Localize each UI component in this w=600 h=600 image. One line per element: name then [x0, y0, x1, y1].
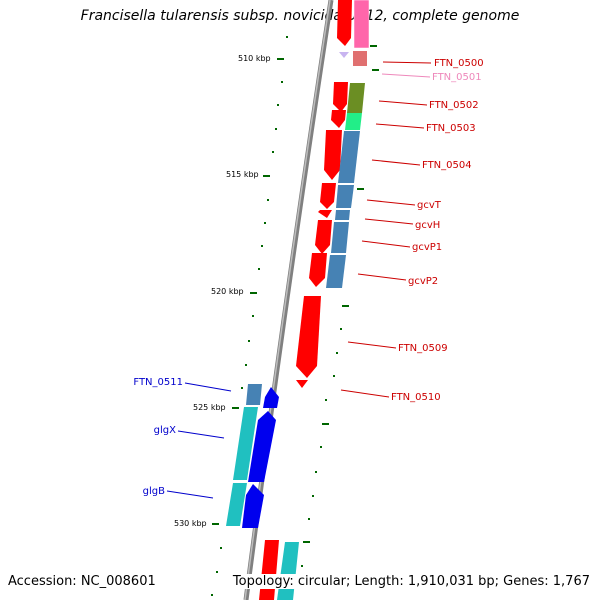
- scale-dashes: [211, 36, 379, 596]
- reverse-cog-boxes: [226, 384, 262, 526]
- gene-ftn0504: [324, 130, 342, 180]
- gene-gcvt: [320, 183, 336, 209]
- label-ftn0500: FTN_0500: [434, 58, 484, 69]
- tick-label-520: 520 kbp: [211, 287, 244, 296]
- cog-box-bottom: [277, 542, 299, 600]
- gene-gcvp1: [315, 220, 332, 254]
- forward-leaders: [340, 61, 432, 398]
- label-ftn0502: FTN_0502: [429, 100, 479, 111]
- gene-ftn0511: [263, 387, 279, 408]
- scale-labels: 510 kbp 515 kbp 520 kbp 525 kbp 530 kbp: [174, 54, 271, 528]
- forward-gene-labels: FTN_0500 FTN_0501 FTN_0502 FTN_0503 FTN_…: [391, 58, 484, 403]
- tick-label-515: 515 kbp: [226, 170, 259, 179]
- accession-text: Accession: NC_008601: [8, 574, 156, 589]
- cog-box-ftn0500: [353, 0, 370, 49]
- label-ftn0504: FTN_0504: [422, 160, 472, 171]
- label-glgx: glgX: [154, 425, 176, 436]
- gene-ftn0509: [296, 296, 321, 378]
- gene-ftn0510: [296, 380, 308, 388]
- cog-box-ftn0502: [347, 83, 365, 113]
- label-ftn0501: FTN_0501: [432, 72, 482, 83]
- topology-text: Topology: circular; Length: 1,910,031 bp…: [232, 574, 590, 589]
- gene-gcvp2: [309, 253, 327, 287]
- label-gcvp1: gcvP1: [412, 242, 442, 253]
- tick-label-510: 510 kbp: [238, 54, 271, 63]
- gene-gcvh: [318, 210, 332, 218]
- cog-box-ftn0503: [345, 113, 362, 130]
- gene-ftn0502: [333, 82, 348, 112]
- label-ftn0503: FTN_0503: [426, 123, 476, 134]
- gene-glgx: [248, 411, 276, 482]
- label-gcvt: gcvT: [417, 200, 442, 211]
- gene-glgb: [242, 484, 264, 528]
- gene-ftn0503: [331, 110, 346, 128]
- cog-box-ftn0504: [338, 131, 360, 183]
- gene-red-bottom: [259, 540, 279, 600]
- cog-box-gcvp2: [326, 255, 346, 288]
- cog-box-gcvp1: [331, 222, 349, 253]
- label-gcvh: gcvH: [415, 220, 440, 231]
- gene-ftn0501: [339, 52, 349, 58]
- forward-genes: [259, 0, 352, 600]
- cog-box-glgx: [233, 407, 258, 480]
- label-gcvp2: gcvP2: [408, 276, 438, 287]
- map-title: Francisella tularensis subsp. novicida U…: [80, 8, 520, 24]
- cog-box-ftn0511: [246, 384, 262, 405]
- cog-box-gcvt: [336, 185, 354, 208]
- reverse-gene-labels: FTN_0511 glgX glgB: [133, 377, 183, 497]
- tick-label-525: 525 kbp: [193, 403, 226, 412]
- cog-box-gcvh: [335, 210, 350, 220]
- label-ftn0510: FTN_0510: [391, 392, 441, 403]
- label-glgb: glgB: [143, 486, 165, 497]
- label-ftn0509: FTN_0509: [398, 343, 448, 354]
- forward-cog-boxes: [277, 0, 370, 600]
- reverse-genes: [242, 387, 279, 528]
- cog-box-ftn0501: [353, 51, 367, 66]
- cog-box-glgb: [226, 483, 247, 526]
- gene-ftn0500: [337, 0, 352, 46]
- reverse-leaders: [166, 382, 232, 499]
- tick-label-530: 530 kbp: [174, 519, 207, 528]
- label-ftn0511: FTN_0511: [133, 377, 183, 388]
